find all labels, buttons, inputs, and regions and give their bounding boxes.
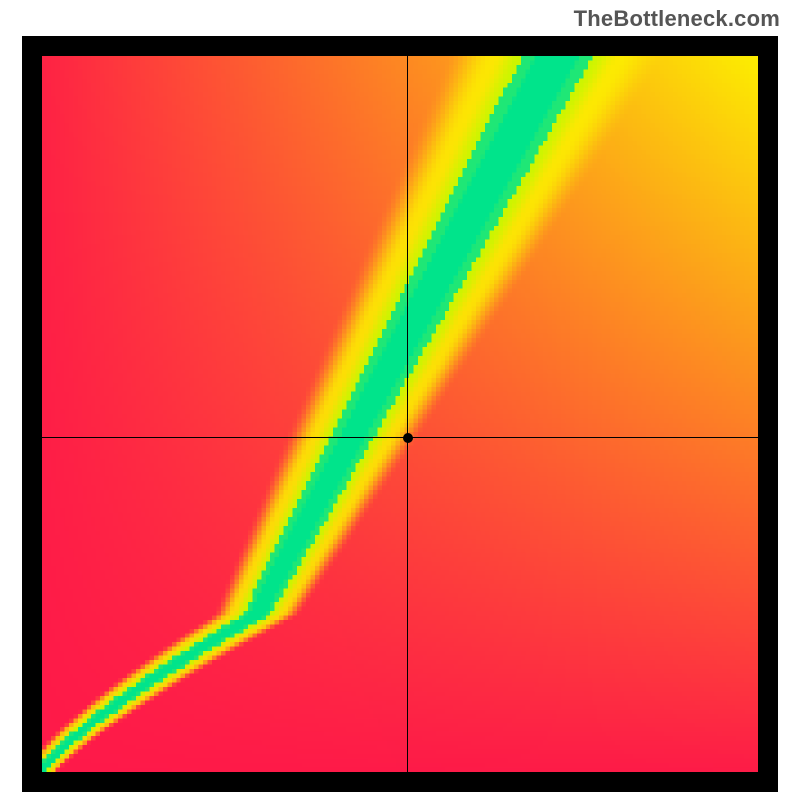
attribution-text: TheBottleneck.com (574, 6, 780, 32)
heatmap-canvas (42, 56, 758, 772)
crosshair-horizontal (42, 437, 758, 438)
heatmap-plot (42, 56, 758, 772)
plot-border (22, 36, 778, 792)
crosshair-vertical (407, 56, 408, 772)
marker-dot (403, 433, 413, 443)
